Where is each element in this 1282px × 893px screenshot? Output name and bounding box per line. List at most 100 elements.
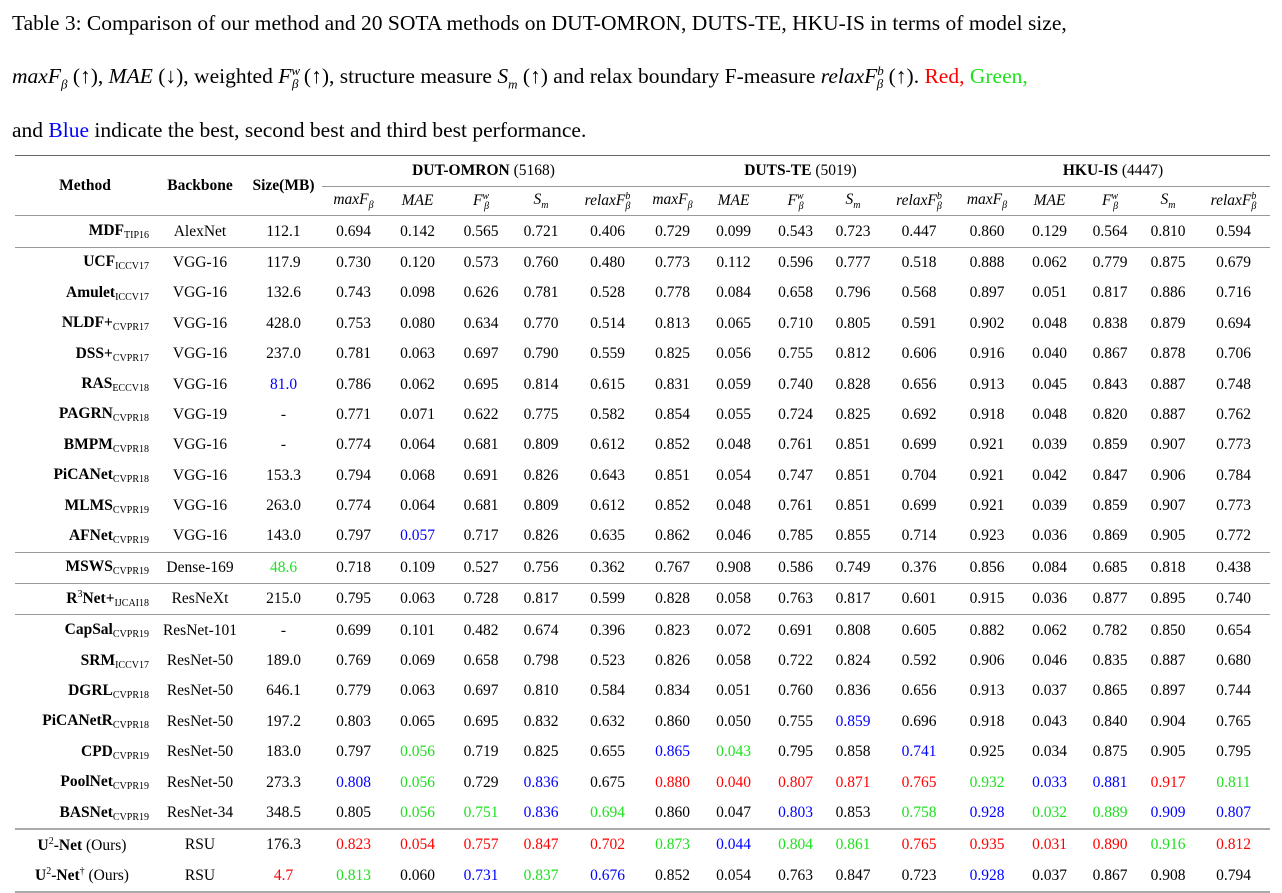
metric-value-cell: 0.691 [778, 621, 813, 639]
size-cell: 237.0 [266, 345, 301, 363]
metric-value-cell: 0.721 [512, 215, 570, 248]
header-metric: Fwβ [450, 186, 512, 217]
metric-value-cell: 0.376 [882, 552, 956, 585]
metric-value-cell: 0.850 [1150, 621, 1186, 639]
metric-value-cell: 0.396 [590, 621, 625, 639]
metric-value-cell: 0.056 [400, 773, 435, 791]
metric-value-cell: 0.852 [655, 436, 690, 454]
backbone-cell: VGG-16 [155, 521, 245, 553]
metric-value-cell: 0.064 [400, 436, 435, 454]
metric-value-cell: 0.760 [778, 682, 813, 700]
metric-value-cell: 0.704 [901, 466, 937, 484]
metric-value-cell: 0.778 [655, 284, 690, 302]
metric-value-cell: 0.060 [385, 860, 450, 893]
metric-value-cell: 0.932 [969, 773, 1005, 791]
metric-value-cell: 0.828 [835, 375, 871, 393]
metric-value-cell: 0.447 [882, 215, 956, 248]
metric-value-cell: 0.852 [655, 497, 690, 515]
size-cell: 4.7 [245, 860, 322, 893]
method-cell: SRMICCV17 [80, 651, 149, 671]
metric-value-cell: 0.826 [512, 521, 570, 553]
method-cell: BMPMCVPR18 [63, 435, 149, 455]
metric-value-cell: 0.860 [645, 797, 700, 831]
metric-value-cell: 0.887 [1150, 375, 1186, 393]
table-row: PoolNetCVPR19 ResNet-50 273.3 0.808 0.056 0.7… [15, 767, 1270, 797]
metric-value-cell: 0.596 [778, 253, 813, 271]
metric-value-cell: 0.514 [590, 314, 625, 332]
metric-value-cell: 0.774 [336, 436, 371, 454]
metric-value-cell: 0.851 [835, 497, 871, 515]
metric-value-cell: 0.051 [716, 682, 751, 700]
metric-value-cell: 0.706 [1216, 345, 1251, 363]
table-row: AFNetCVPR19 VGG-16 143.0 0.797 0.057 0.717 0.8… [15, 521, 1270, 553]
metric-value-cell: 0.824 [835, 652, 871, 670]
metric-value-cell: 0.740 [778, 375, 813, 393]
metric-value-cell: 0.047 [700, 797, 767, 831]
metric-value-cell: 0.584 [590, 682, 625, 700]
metric-value-cell: 0.904 [1150, 712, 1186, 730]
metric-value-cell: 0.803 [336, 712, 371, 730]
metric-value-cell: 0.831 [655, 375, 690, 393]
metric-value-cell: 0.753 [336, 314, 371, 332]
metric-value-cell: 0.865 [1092, 682, 1128, 700]
header-metric: relaxFbβ [1197, 186, 1270, 217]
metric-value-cell: 0.406 [570, 215, 645, 248]
metric-value-cell: 0.518 [901, 253, 937, 271]
metric-value-cell: 0.913 [969, 682, 1005, 700]
metric-value-cell: 0.908 [700, 552, 767, 585]
metric-value-cell: 0.779 [336, 682, 371, 700]
metric-value-cell: 0.058 [700, 583, 767, 616]
metric-value-cell: 0.812 [1216, 836, 1251, 854]
metric-value-cell: 0.142 [385, 215, 450, 248]
metric-value-cell: 0.039 [1032, 497, 1067, 515]
table-row: AmuletICCV17 VGG-16 132.6 0.743 0.098 0.626 0.… [15, 278, 1270, 308]
metric-value-cell: 0.818 [1139, 552, 1197, 585]
metric-value-cell: 0.037 [1032, 682, 1067, 700]
metric-value-cell: 0.761 [778, 497, 813, 515]
backbone-cell: Dense-169 [155, 552, 245, 585]
metric-value-cell: 0.695 [463, 375, 499, 393]
table-caption: Table 3: Comparison of our method and 20… [12, 0, 1274, 154]
backbone-cell: VGG-16 [172, 284, 228, 302]
metric-value-cell: 0.773 [1216, 436, 1251, 454]
backbone-cell: VGG-16 [172, 436, 228, 454]
method-cell: CPDCVPR19 [81, 742, 149, 762]
metric-value-cell: 0.063 [385, 583, 450, 616]
metric-value-cell: 0.813 [322, 860, 385, 893]
metric-value-cell: 0.643 [590, 466, 625, 484]
metric-value-cell: 0.724 [778, 405, 813, 423]
metric-value-cell: 0.730 [336, 253, 371, 271]
size-cell: 81.0 [269, 375, 298, 393]
table-row: CapSalCVPR19 ResNet-101 - 0.699 0.101 0.482 0.… [15, 615, 1270, 646]
metric-value-cell: 0.810 [1139, 215, 1197, 248]
metric-value-cell: 0.528 [590, 284, 625, 302]
metric-value-cell: 0.760 [523, 253, 559, 271]
metric-value-cell: 0.036 [1018, 583, 1081, 616]
size-cell: 183.0 [266, 743, 301, 761]
metric-value-cell: 0.825 [523, 743, 559, 761]
metric-value-cell: 0.046 [1032, 652, 1067, 670]
method-cell: MLMSCVPR19 [64, 496, 149, 516]
metric-value-cell: 0.786 [336, 375, 371, 393]
metric-value-cell: 0.836 [512, 797, 570, 831]
metric-value-cell: 0.851 [835, 466, 871, 484]
metric-value-cell: 0.923 [956, 521, 1018, 553]
metric-value-cell: 0.064 [400, 497, 435, 515]
metric-value-cell: 0.918 [969, 405, 1005, 423]
header-dataset-duts-te: DUTS-TE (5019) [645, 154, 956, 187]
metric-value-cell: 0.072 [716, 621, 751, 639]
metric-value-cell: 0.362 [570, 552, 645, 585]
size-cell: 132.6 [266, 284, 301, 302]
method-cell: PiCANetRCVPR18 [42, 712, 149, 732]
metric-value-cell: 0.917 [1150, 773, 1186, 791]
metric-value-cell: 0.099 [700, 215, 767, 248]
metric-value-cell: 0.875 [1092, 743, 1128, 761]
metric-value-cell: 0.573 [463, 253, 499, 271]
metric-value-cell: 0.775 [523, 405, 559, 423]
metric-value-cell: 0.728 [450, 583, 512, 616]
metric-value-cell: 0.062 [1032, 621, 1067, 639]
metric-value-cell: 0.635 [570, 521, 645, 553]
backbone-cell: VGG-16 [172, 497, 228, 515]
metric-value-cell: 0.794 [336, 466, 371, 484]
metric-value-cell: 0.032 [1018, 797, 1081, 831]
